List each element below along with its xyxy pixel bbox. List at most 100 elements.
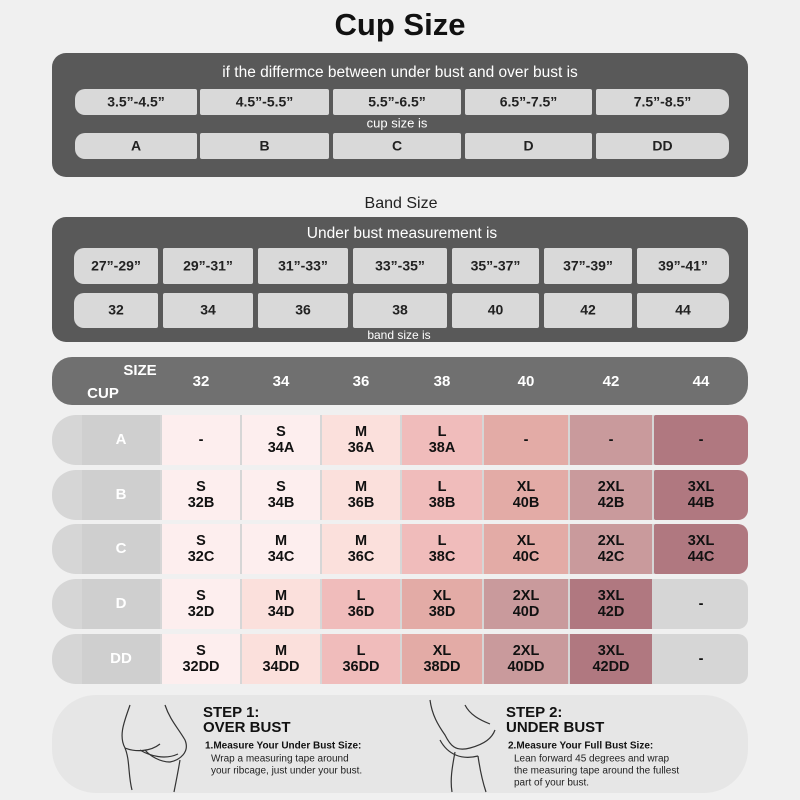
size-cell	[570, 415, 652, 465]
band-range-box	[163, 248, 253, 284]
cup-box	[465, 133, 592, 159]
size-cell-text: 34DD	[262, 659, 299, 675]
size-cell	[570, 579, 652, 629]
step-text: Wrap a measuring tape around	[211, 754, 349, 765]
size-cell-text: 36B	[348, 495, 375, 511]
size-cell-text: -	[699, 596, 704, 612]
column-header: 36	[353, 373, 370, 390]
size-cell-text: 2XL	[513, 643, 540, 659]
range-label: 4.5”-5.5”	[236, 94, 294, 110]
size-cell	[484, 470, 568, 520]
cup-caption: cup size is	[367, 115, 428, 130]
size-cell-text: S	[276, 424, 286, 440]
step-text: part of your bust.	[514, 778, 589, 789]
size-cell-text: 38A	[429, 440, 456, 456]
size-cell-text: 34B	[268, 495, 295, 511]
size-cell-text: 40DD	[507, 659, 544, 675]
band-box	[544, 293, 632, 328]
size-cell-text: 3XL	[688, 479, 715, 495]
size-cell-text: 2XL	[598, 533, 625, 549]
size-cell	[402, 634, 482, 684]
size-cell	[162, 579, 240, 629]
size-cell-text: S	[196, 533, 206, 549]
cup-row-label: DD	[110, 650, 132, 667]
size-cell	[402, 470, 482, 520]
band-heading: Under bust measurement is	[307, 225, 498, 242]
size-cell	[242, 524, 320, 574]
size-cell	[322, 524, 400, 574]
size-cell-text: L	[357, 643, 366, 659]
band-box	[258, 293, 348, 328]
size-cell	[162, 415, 240, 465]
size-cell-text: S	[196, 479, 206, 495]
range-label: 5.5”-6.5”	[368, 94, 426, 110]
size-cell-text: 44B	[688, 495, 715, 511]
steps-panel	[52, 695, 748, 793]
size-cell	[402, 579, 482, 629]
size-cell-text: 2XL	[598, 479, 625, 495]
size-cell-text: 38DD	[423, 659, 460, 675]
step-label: STEP 2:	[506, 704, 562, 721]
table-header	[52, 357, 748, 405]
size-cell-text: M	[275, 533, 287, 549]
row-label-cell	[82, 524, 160, 574]
size-cell	[162, 634, 240, 684]
title: Cup Size	[335, 7, 466, 42]
size-cell	[402, 524, 482, 574]
band-range-box	[452, 248, 539, 284]
band-box	[163, 293, 253, 328]
size-cell-text: L	[438, 424, 447, 440]
size-cell-text: L	[438, 479, 447, 495]
step-instruction: 2.Measure Your Full Bust Size:	[508, 741, 653, 752]
size-cell	[162, 524, 240, 574]
cup-row-label: B	[116, 486, 127, 503]
size-cell-text: 42DD	[592, 659, 629, 675]
size-cell-text: 38B	[429, 495, 456, 511]
band-range-box	[74, 248, 158, 284]
size-cell-text: 34A	[268, 440, 295, 456]
cup-box	[333, 133, 461, 159]
step-text: Lean forward 45 degrees and wrap	[514, 754, 670, 765]
row-label-cell	[82, 634, 160, 684]
cup-row-label: A	[116, 431, 127, 448]
size-cell-text: 36A	[348, 440, 375, 456]
band-title: Band Size	[365, 195, 438, 212]
size-cell-text: S	[276, 479, 286, 495]
size-cell-text: XL	[517, 533, 536, 549]
size-cell	[322, 579, 400, 629]
range-label: 6.5”-7.5”	[500, 94, 558, 110]
size-cell	[654, 634, 748, 684]
size-cell-text: L	[438, 533, 447, 549]
size-cell	[484, 579, 568, 629]
size-cell-text: 40B	[513, 495, 540, 511]
size-cell	[322, 634, 400, 684]
figure-2	[429, 699, 496, 793]
band-range-box	[637, 248, 729, 284]
size-cell	[654, 579, 748, 629]
band-label: 36	[295, 302, 311, 318]
band-caption: band size is	[367, 328, 430, 342]
step-text: the measuring tape around the fullest	[514, 766, 679, 777]
step-title: UNDER BUST	[506, 719, 604, 736]
size-cell-text: 38C	[429, 549, 456, 565]
band-range-label: 27”-29”	[91, 258, 141, 274]
size-cell	[654, 524, 748, 574]
band-range-box	[353, 248, 447, 284]
step-text: your ribcage, just under your bust.	[211, 766, 362, 777]
size-cell-text: 36DD	[342, 659, 379, 675]
size-cell	[570, 470, 652, 520]
cup-label: DD	[652, 138, 672, 154]
band-range-box	[544, 248, 632, 284]
cup-box	[75, 133, 197, 159]
band-label: 34	[200, 302, 216, 318]
size-cell-text: XL	[433, 588, 452, 604]
row-label-cell	[82, 415, 160, 465]
band-box	[74, 293, 158, 328]
size-cell-text: 32DD	[182, 659, 219, 675]
size-cell-text: S	[196, 643, 206, 659]
band-range-label: 33”-35”	[375, 258, 425, 274]
step-label: STEP 1:	[203, 704, 259, 721]
size-cell-text: M	[355, 533, 367, 549]
size-cell-text: M	[275, 643, 287, 659]
cup-box	[200, 133, 329, 159]
